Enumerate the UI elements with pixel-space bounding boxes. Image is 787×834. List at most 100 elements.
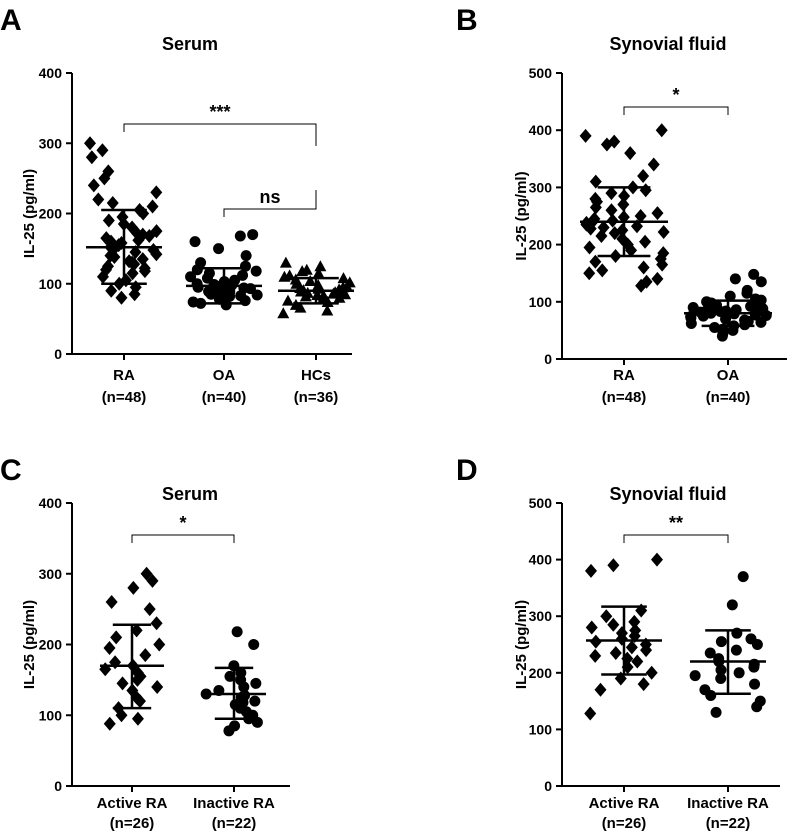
- data-point: [584, 706, 597, 721]
- x-category-label: Inactive RA: [687, 795, 769, 812]
- data-point: [647, 157, 660, 172]
- panel-letter: B: [456, 4, 478, 37]
- y-tick-label: 500: [529, 495, 553, 511]
- data-point: [87, 178, 100, 193]
- y-tick-label: 100: [39, 707, 63, 723]
- data-point: [281, 294, 294, 306]
- data-point: [637, 677, 650, 692]
- data-point: [96, 143, 109, 158]
- data-point: [108, 250, 121, 265]
- y-tick-label: 0: [544, 778, 552, 794]
- y-tick-label: 300: [529, 179, 553, 195]
- data-point: [312, 267, 325, 279]
- data-point: [689, 670, 701, 682]
- x-category-count: (n=22): [706, 815, 751, 832]
- y-tick-label: 400: [529, 552, 553, 568]
- data-point: [730, 644, 742, 656]
- data-point: [726, 599, 738, 611]
- x-category-count: (n=26): [110, 815, 155, 832]
- data-point: [589, 254, 602, 269]
- data-point: [133, 694, 146, 709]
- panel-letter: A: [0, 4, 22, 37]
- significance-bracket: [123, 123, 317, 146]
- data-point: [628, 614, 641, 629]
- data-point: [110, 630, 123, 645]
- data-point: [733, 667, 745, 679]
- data-point: [640, 643, 653, 658]
- data-point: [637, 168, 650, 183]
- data-point: [138, 264, 151, 279]
- data-point: [150, 185, 163, 200]
- data-point: [327, 287, 340, 299]
- chart-title: Serum: [162, 34, 218, 54]
- data-point: [605, 203, 618, 218]
- data-point: [655, 123, 668, 138]
- x-category-label: HCs: [301, 367, 331, 384]
- data-point: [704, 647, 716, 659]
- data-point: [748, 268, 760, 280]
- data-point: [715, 636, 727, 648]
- data-point: [247, 229, 259, 241]
- data-point: [115, 290, 128, 305]
- data-point: [250, 265, 262, 277]
- data-point: [594, 682, 607, 697]
- data-point: [314, 260, 327, 272]
- data-point: [130, 623, 143, 638]
- data-point: [128, 257, 141, 272]
- data-point: [589, 648, 602, 663]
- data-point: [278, 270, 291, 282]
- y-tick-label: 0: [544, 351, 552, 367]
- data-point: [755, 276, 767, 288]
- data-point: [745, 300, 757, 312]
- chart-title: Synovial fluid: [609, 484, 726, 504]
- data-point: [92, 192, 105, 207]
- data-point: [224, 290, 236, 302]
- significance-label: *: [179, 513, 186, 533]
- data-point: [635, 278, 648, 293]
- data-point: [605, 186, 618, 201]
- data-point: [639, 183, 652, 198]
- data-point: [600, 609, 613, 624]
- data-point: [251, 716, 263, 728]
- data-point: [705, 689, 717, 701]
- data-point: [153, 637, 166, 652]
- data-point: [151, 679, 164, 694]
- data-point: [150, 616, 163, 631]
- y-tick-label: 100: [529, 721, 553, 737]
- y-axis-label: IL-25 (pg/ml): [513, 171, 530, 260]
- y-tick-label: 500: [529, 65, 553, 81]
- x-category-label: Active RA: [97, 795, 168, 812]
- data-point: [129, 245, 142, 260]
- data-point: [339, 288, 352, 300]
- significance-bracket: [223, 190, 317, 217]
- data-point: [651, 206, 664, 221]
- x-category-count: (n=48): [602, 389, 647, 406]
- y-tick-label: 0: [54, 346, 62, 362]
- data-point: [751, 701, 763, 713]
- data-point: [751, 639, 763, 650]
- data-point: [131, 711, 144, 726]
- data-point: [589, 200, 602, 215]
- data-point: [608, 226, 621, 241]
- data-point: [103, 716, 116, 731]
- data-point: [237, 269, 249, 281]
- data-point: [127, 580, 140, 595]
- data-point: [279, 256, 292, 268]
- significance-label: *: [672, 85, 679, 105]
- data-point: [337, 272, 350, 284]
- y-tick-label: 200: [39, 206, 63, 222]
- data-point: [231, 626, 243, 638]
- x-category-label: Active RA: [589, 795, 660, 812]
- data-point: [607, 617, 620, 632]
- data-point: [589, 174, 602, 189]
- data-point: [223, 725, 235, 737]
- data-point: [585, 620, 598, 635]
- data-point: [716, 330, 728, 342]
- data-point: [105, 283, 118, 298]
- data-point: [729, 273, 741, 285]
- data-point: [85, 150, 98, 165]
- data-point: [249, 695, 261, 707]
- significance-bracket: [623, 534, 729, 543]
- data-point: [625, 640, 638, 655]
- data-point: [631, 654, 644, 669]
